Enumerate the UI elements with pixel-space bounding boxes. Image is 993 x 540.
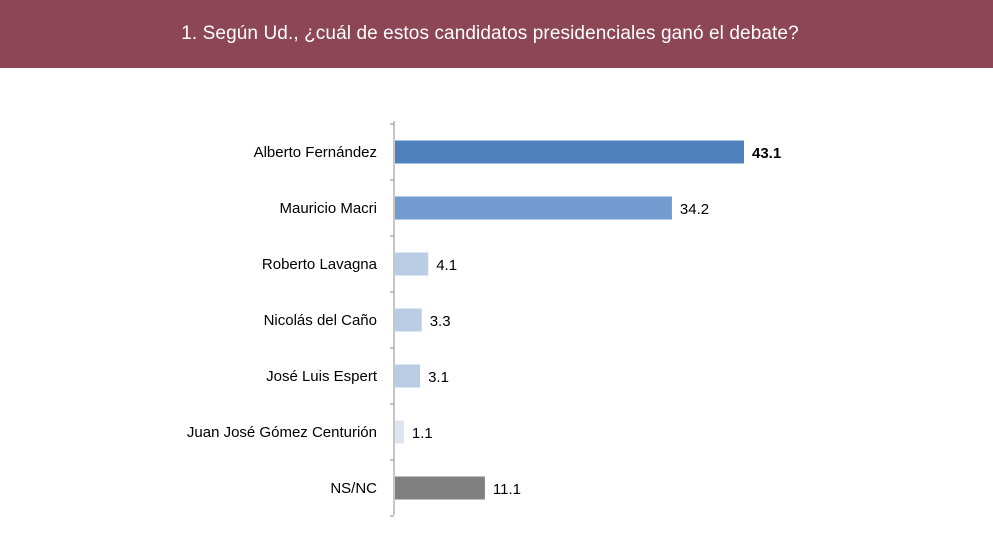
category-label: José Luis Espert (266, 368, 378, 385)
data-label: 11.1 (493, 481, 521, 498)
data-label: 43.1 (752, 145, 781, 162)
bar (395, 252, 429, 276)
data-label: 3.1 (428, 369, 449, 386)
chart-area: Alberto Fernández 43.1 Mauricio Macri 34.2 R… (0, 68, 993, 535)
title-banner: 1. Según Ud., ¿cuál de estos candidatos … (0, 0, 993, 68)
category-label: Nicolás del Caño (264, 312, 377, 329)
category-label: Roberto Lavagna (262, 256, 378, 273)
data-label: 34.2 (680, 201, 709, 218)
bar (395, 308, 422, 332)
category-label: Alberto Fernández (254, 144, 377, 161)
category-label: Juan José Gómez Centurión (187, 424, 377, 441)
bar (395, 140, 744, 164)
bar (395, 476, 485, 500)
bar-chart: Alberto Fernández 43.1 Mauricio Macri 34.2 R… (187, 121, 781, 517)
bar (395, 420, 404, 444)
chart-title: 1. Según Ud., ¿cuál de estos candidatos … (181, 23, 799, 44)
category-label: Mauricio Macri (279, 200, 377, 217)
data-label: 1.1 (412, 425, 433, 442)
data-label: 4.1 (436, 257, 457, 274)
category-label: NS/NC (330, 480, 377, 497)
bar (395, 196, 672, 220)
data-label: 3.3 (430, 313, 451, 330)
bar (395, 364, 421, 388)
